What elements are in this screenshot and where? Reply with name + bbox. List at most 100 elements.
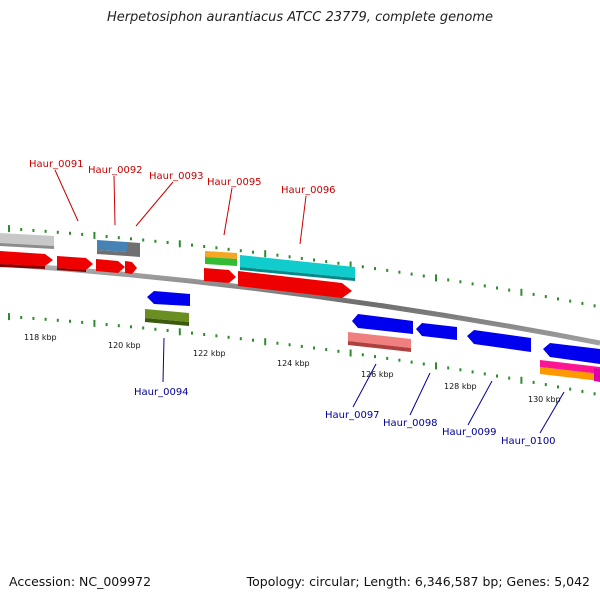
scale-tick [32, 228, 35, 232]
scale-tick [410, 360, 413, 364]
scale-tick [471, 282, 474, 286]
scale-tick [81, 320, 84, 324]
gene-feature[interactable] [540, 360, 600, 374]
scale-tick [142, 326, 145, 330]
gene-feature[interactable] [0, 251, 53, 266]
gene-label[interactable]: Haur_0094 [134, 387, 189, 398]
scale-tick [374, 355, 376, 359]
scale-tick [435, 274, 437, 282]
gene-feature[interactable] [240, 255, 355, 278]
scale-tick [398, 358, 401, 362]
forward-gene-label-texts: Haur_0091 Haur_0092 Haur_0093 Haur_0095 … [29, 159, 336, 196]
scale-tick [313, 258, 315, 262]
scale-tick [386, 356, 389, 360]
scale-tick [422, 362, 425, 366]
leader-line [539, 391, 565, 434]
kbp-label: 130 kbp [528, 395, 561, 404]
scale-tick [215, 246, 218, 250]
scale-tick [508, 376, 511, 380]
gene-feature[interactable] [57, 268, 86, 272]
leader-line [113, 175, 116, 226]
scale-tick [544, 295, 547, 299]
scale-tick [44, 317, 47, 321]
gene-feature[interactable] [145, 318, 189, 326]
gene-label[interactable]: Haur_0100 [501, 436, 556, 447]
gene-feature[interactable] [147, 291, 190, 306]
gene-feature[interactable] [0, 233, 54, 246]
gene-feature[interactable] [543, 343, 600, 364]
gene-label[interactable]: Haur_0097 [325, 410, 380, 421]
gene-feature[interactable] [127, 242, 140, 257]
gene-label[interactable]: Haur_0098 [383, 418, 438, 429]
scale-tick [81, 232, 84, 236]
gene-feature[interactable] [594, 368, 600, 382]
reverse-gene-features [145, 291, 600, 382]
gene-feature[interactable] [204, 268, 236, 283]
scale-tick [166, 329, 169, 332]
gene-feature[interactable] [467, 330, 531, 352]
reverse-scale-track [8, 313, 596, 396]
scale-tick [435, 362, 437, 370]
scale-tick [142, 238, 145, 242]
scale-tick [520, 288, 523, 296]
scale-tick [20, 228, 23, 231]
gene-feature[interactable] [0, 243, 54, 249]
scale-tick [178, 240, 181, 248]
scale-tick [386, 268, 389, 272]
gene-label[interactable]: Haur_0096 [281, 185, 336, 196]
scale-tick [105, 235, 108, 238]
scale-tick [508, 288, 511, 292]
gene-feature[interactable] [348, 332, 411, 348]
forward-gene-labels [54, 169, 307, 245]
leader-line [162, 337, 165, 383]
gene-feature[interactable] [205, 251, 237, 259]
leader-line [352, 363, 377, 408]
gene-feature[interactable] [348, 341, 411, 352]
scale-tick [398, 270, 401, 274]
scale-tick [105, 323, 108, 326]
scale-tick [93, 231, 96, 239]
scale-tick [374, 267, 376, 271]
scale-tick [117, 324, 120, 328]
genome-backbone [0, 261, 600, 346]
scale-tick [300, 256, 303, 260]
gene-feature[interactable] [97, 250, 127, 256]
scale-tick [447, 366, 450, 370]
gene-feature[interactable] [238, 271, 352, 298]
scale-tick [227, 335, 230, 339]
gene-label[interactable]: Haur_0099 [442, 427, 497, 438]
gene-feature[interactable] [352, 314, 413, 334]
gene-label[interactable]: Haur_0095 [207, 177, 262, 188]
gene-feature[interactable] [96, 259, 125, 273]
scale-tick [130, 325, 132, 329]
gene-label[interactable]: Haur_0092 [88, 165, 143, 176]
gene-feature[interactable] [97, 240, 127, 252]
scale-tick [69, 231, 71, 235]
genome-summary-text: Topology: circular; Length: 6,346,587 bp… [246, 574, 590, 589]
scale-tick [459, 368, 462, 372]
gene-feature[interactable] [240, 267, 355, 281]
gene-feature[interactable] [540, 367, 600, 381]
scale-tick [532, 292, 535, 296]
scale-tick [20, 316, 23, 319]
forward-scale-track [8, 225, 596, 308]
leader-line [54, 169, 79, 222]
gene-label[interactable]: Haur_0093 [149, 171, 204, 182]
scale-tick [581, 389, 584, 393]
gene-feature[interactable] [205, 257, 237, 266]
gene-feature[interactable] [0, 264, 45, 269]
scale-tick [532, 380, 535, 384]
kbp-label: 118 kbp [24, 333, 57, 342]
gene-feature[interactable] [57, 256, 93, 270]
scale-tick [288, 343, 291, 347]
gene-feature[interactable] [125, 261, 137, 274]
scale-tick [264, 250, 267, 258]
scale-tick [410, 272, 413, 276]
gene-label[interactable]: Haur_0091 [29, 159, 84, 170]
gene-feature[interactable] [416, 323, 457, 340]
gene-feature[interactable] [145, 309, 189, 322]
scale-tick [483, 372, 486, 376]
leader-line [409, 372, 431, 416]
scale-tick [252, 338, 254, 342]
map-title: Herpetosiphon aurantiacus ATCC 23779, co… [106, 10, 494, 25]
